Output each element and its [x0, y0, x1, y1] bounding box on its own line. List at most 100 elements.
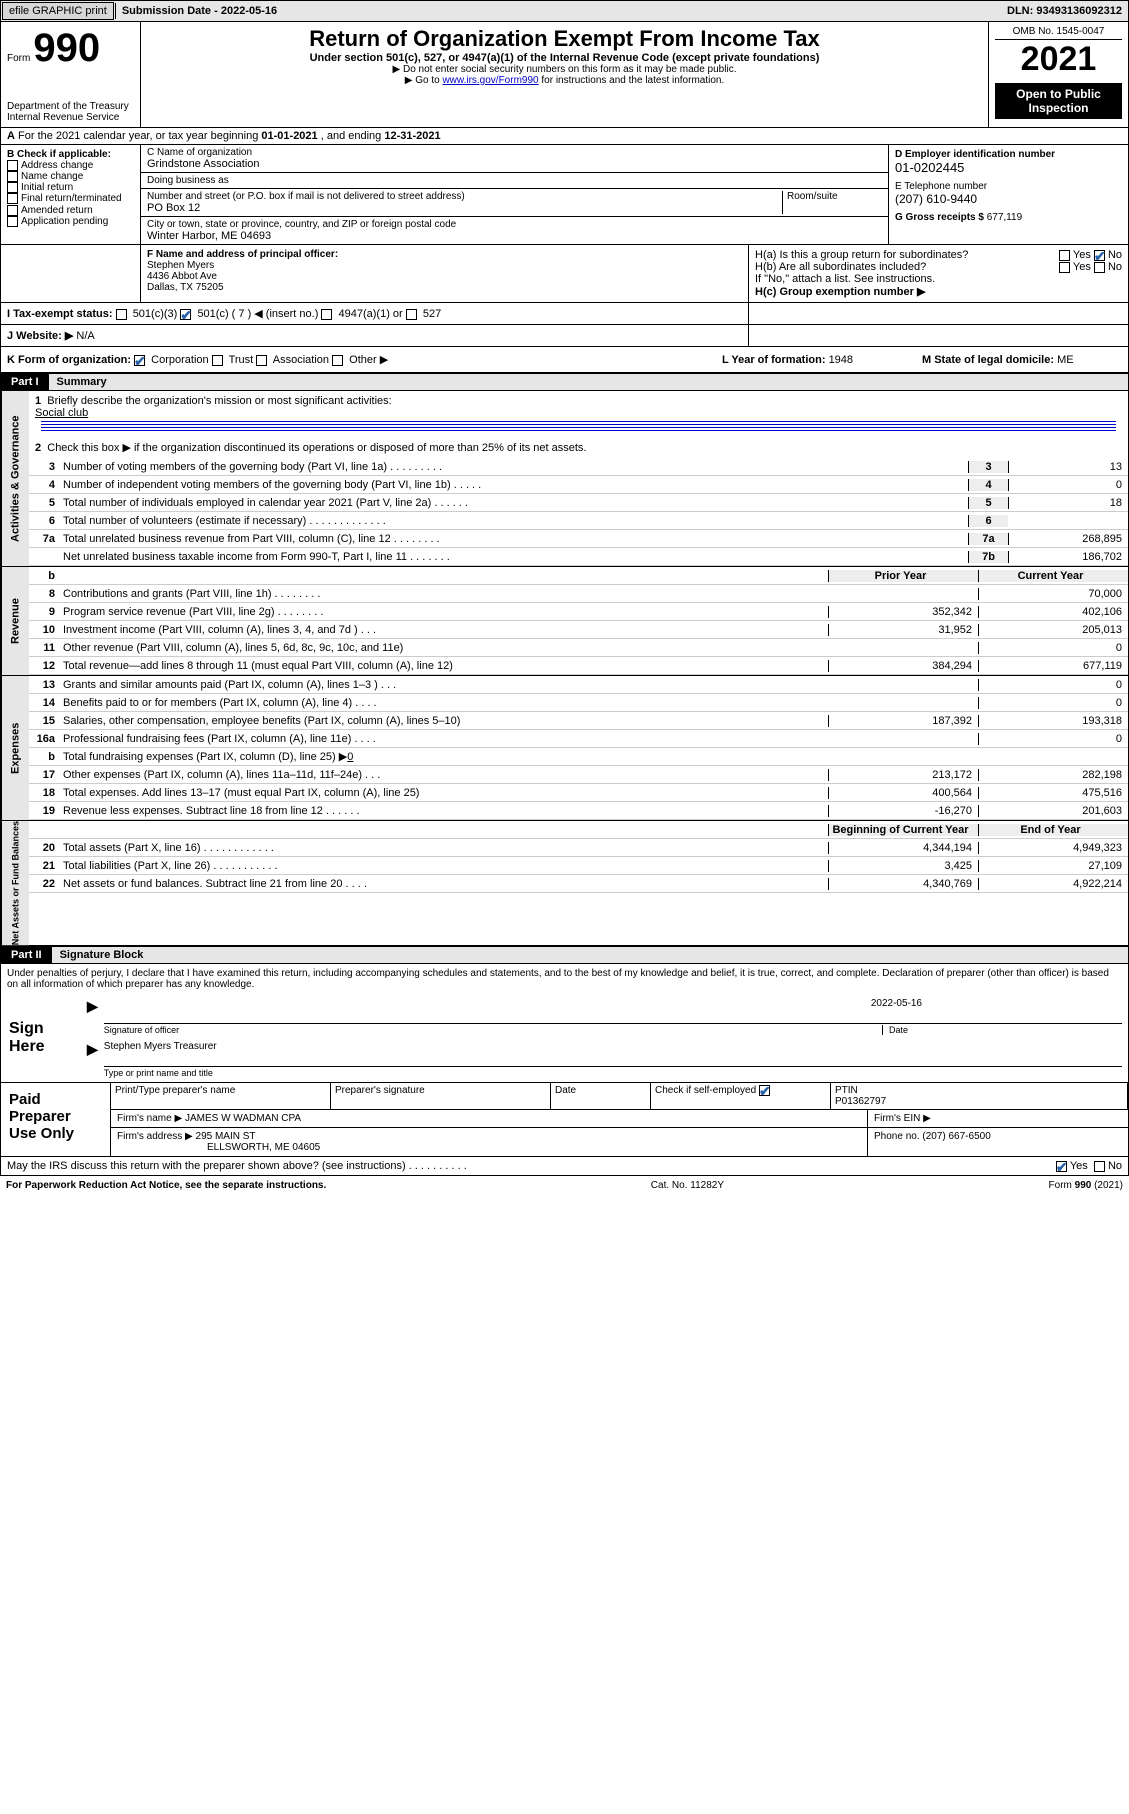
line16a-current: 0: [978, 733, 1128, 745]
row-j-right: [748, 325, 1128, 346]
governance-vlabel: Activities & Governance: [1, 391, 29, 566]
checkbox-icon: [7, 160, 18, 171]
may-no: No: [1108, 1160, 1122, 1172]
submission-date-value: 2022-05-16: [221, 5, 277, 17]
line10-prior: 31,952: [828, 624, 978, 636]
hc-label: H(c) Group exemption number ▶: [755, 286, 925, 298]
opt-other: Other ▶: [349, 354, 388, 366]
checkbox-icon[interactable]: [321, 309, 332, 320]
form-number: 990: [33, 26, 100, 70]
part2-title: Signature Block: [52, 947, 1128, 963]
line17-current: 282,198: [978, 769, 1128, 781]
part2-label: Part II: [1, 947, 52, 963]
label-a: A: [7, 130, 15, 142]
cb-address-change[interactable]: Address change: [7, 160, 134, 171]
l-label: L Year of formation:: [722, 354, 829, 366]
ha-label: H(a) Is this a group return for subordin…: [755, 249, 968, 261]
sig-date-value: 2022-05-16: [104, 998, 1122, 1009]
col-preparer-name: Print/Type preparer's name: [111, 1083, 331, 1109]
checkbox-icon[interactable]: [406, 309, 417, 320]
box-b: B Check if applicable: Address change Na…: [1, 145, 141, 244]
box-b-label: B Check if applicable:: [7, 149, 111, 160]
opt-assoc: Association: [273, 354, 329, 366]
line19-prior: -16,270: [828, 805, 978, 817]
ein-block: D Employer identification number 01-0202…: [895, 149, 1122, 175]
checkbox-icon[interactable]: [1059, 250, 1070, 261]
cb-initial-return[interactable]: Initial return: [7, 182, 134, 193]
empty-left: [1, 245, 141, 302]
dba-block: Doing business as: [141, 173, 888, 189]
org-name: Grindstone Association: [147, 158, 260, 170]
hb-label: H(b) Are all subordinates included?: [755, 261, 926, 273]
dba-label: Doing business as: [147, 175, 882, 186]
line5-value: 18: [1008, 497, 1128, 509]
checkbox-icon[interactable]: [1094, 250, 1105, 261]
line-2: 2 Check this box ▶ if the organization d…: [29, 437, 1128, 458]
line14-current: 0: [978, 697, 1128, 709]
ein-label: D Employer identification number: [895, 149, 1055, 160]
footer-left: For Paperwork Reduction Act Notice, see …: [6, 1180, 326, 1191]
cb-application-pending[interactable]: Application pending: [7, 216, 134, 227]
line-7b: Net unrelated business taxable income fr…: [29, 548, 1128, 566]
paid-preparer-fields: Print/Type preparer's name Preparer's si…: [111, 1083, 1128, 1156]
dln: DLN: 93493136092312: [1001, 3, 1128, 19]
l-value: 1948: [829, 354, 853, 366]
checkbox-icon[interactable]: [1056, 1161, 1067, 1172]
line-11: 11Other revenue (Part VIII, column (A), …: [29, 639, 1128, 657]
line1-text: Briefly describe the organization's miss…: [47, 395, 391, 407]
addr-block: Number and street (or P.O. box if mail i…: [141, 189, 888, 217]
hb-no: No: [1108, 261, 1122, 273]
sign-here-label: Sign Here: [1, 994, 81, 1082]
section-revenue: Revenue bPrior YearCurrent Year 8Contrib…: [0, 567, 1129, 676]
form-title: Return of Organization Exempt From Incom…: [147, 26, 982, 52]
omb-number: OMB No. 1545-0047: [995, 26, 1122, 40]
org-name-block: C Name of organization Grindstone Associ…: [141, 145, 888, 173]
checkbox-icon[interactable]: [332, 355, 343, 366]
cb-amended-return[interactable]: Amended return: [7, 205, 134, 216]
ha-no: No: [1108, 249, 1122, 261]
cb-name-change[interactable]: Name change: [7, 171, 134, 182]
firm-addr-label: Firm's address ▶: [117, 1131, 196, 1142]
checkbox-icon[interactable]: [116, 309, 127, 320]
checkbox-icon[interactable]: [1059, 262, 1070, 273]
city-label: City or town, state or province, country…: [147, 219, 882, 230]
hb-yes: Yes: [1073, 261, 1091, 273]
dln-label: DLN:: [1007, 5, 1036, 17]
checkbox-icon[interactable]: [212, 355, 223, 366]
footer-mid: Cat. No. 11282Y: [651, 1180, 724, 1191]
addr-label: Number and street (or P.O. box if mail i…: [147, 191, 782, 202]
form-header: Form 990 Department of the Treasury Inte…: [0, 22, 1129, 128]
line-10: 10Investment income (Part VIII, column (…: [29, 621, 1128, 639]
section-net-assets: Net Assets or Fund Balances Beginning of…: [0, 821, 1129, 946]
firm-addr-row: Firm's address ▶ 295 MAIN ST ELLSWORTH, …: [111, 1128, 1128, 1156]
signature-block: Under penalties of perjury, I declare th…: [0, 964, 1129, 1157]
firm-name-label: Firm's name ▶: [117, 1113, 185, 1124]
col-self-employed: Check if self-employed: [651, 1083, 831, 1109]
line4-value: 0: [1008, 479, 1128, 491]
checkbox-icon[interactable]: [1094, 1161, 1105, 1172]
col-end: End of Year: [978, 824, 1128, 836]
line-18: 18Total expenses. Add lines 13–17 (must …: [29, 784, 1128, 802]
opt-501c3: 501(c)(3): [133, 308, 178, 320]
line8-current: 70,000: [978, 588, 1128, 600]
line15-current: 193,318: [978, 715, 1128, 727]
checkbox-icon[interactable]: [1094, 262, 1105, 273]
form-note-ssn: ▶ Do not enter social security numbers o…: [147, 64, 982, 75]
cb-final-return[interactable]: Final return/terminated: [7, 193, 134, 204]
irs-link[interactable]: www.irs.gov/Form990: [442, 75, 538, 86]
checkbox-icon[interactable]: [256, 355, 267, 366]
line22-end: 4,922,214: [978, 878, 1128, 890]
checkbox-icon: [7, 171, 18, 182]
officer-addr1: 4436 Abbot Ave: [147, 271, 217, 282]
opt-trust: Trust: [229, 354, 254, 366]
line-9: 9Program service revenue (Part VIII, lin…: [29, 603, 1128, 621]
efile-graphic-print-button[interactable]: efile GRAPHIC print: [2, 2, 114, 20]
row-k: K Form of organization: Corporation Trus…: [0, 347, 1129, 373]
checkbox-icon[interactable]: [134, 355, 145, 366]
sig-name-title-value: Stephen Myers Treasurer: [104, 1041, 1122, 1052]
line21-begin: 3,425: [828, 860, 978, 872]
line12-prior: 384,294: [828, 660, 978, 672]
checkbox-icon[interactable]: [759, 1085, 770, 1096]
checkbox-icon[interactable]: [180, 309, 191, 320]
gross-block: G Gross receipts $ 677,119: [895, 212, 1122, 223]
